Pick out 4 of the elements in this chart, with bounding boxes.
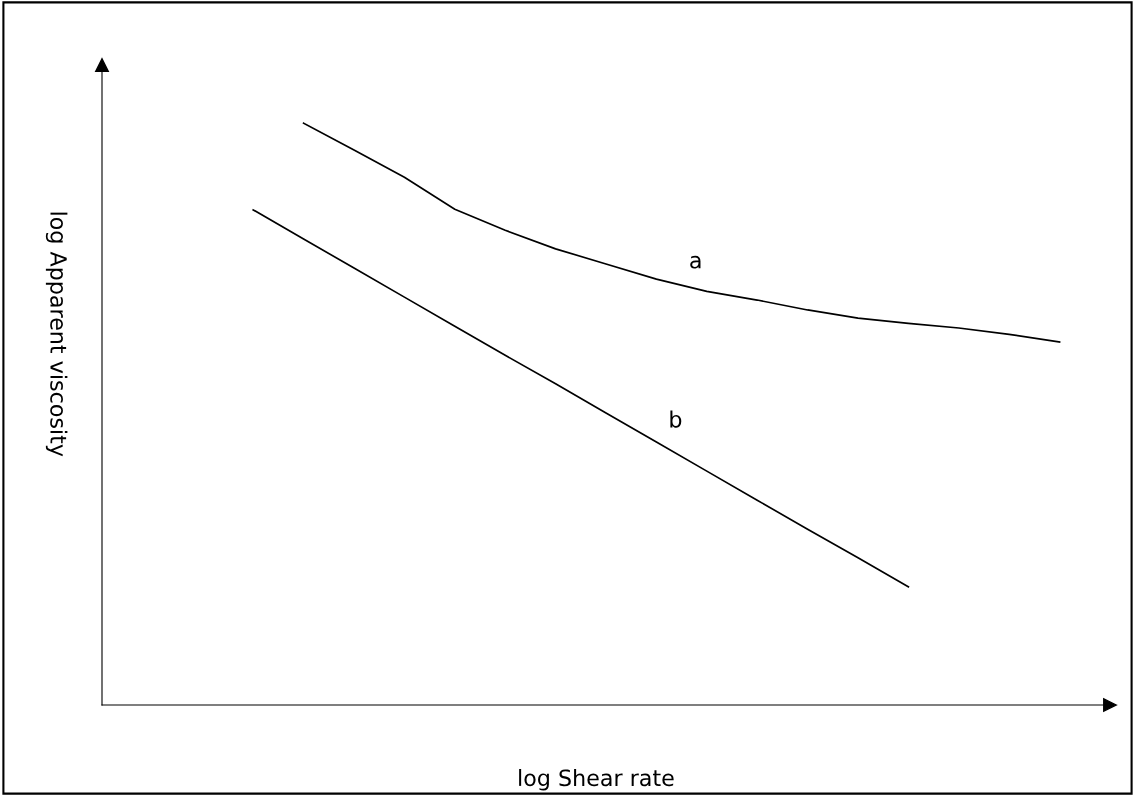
series-label: b bbox=[670, 410, 682, 428]
series-label: a bbox=[690, 255, 701, 269]
x-axis-title: log Shear rate bbox=[519, 769, 674, 791]
y-axis-title: log Apparent viscosity bbox=[45, 212, 68, 457]
